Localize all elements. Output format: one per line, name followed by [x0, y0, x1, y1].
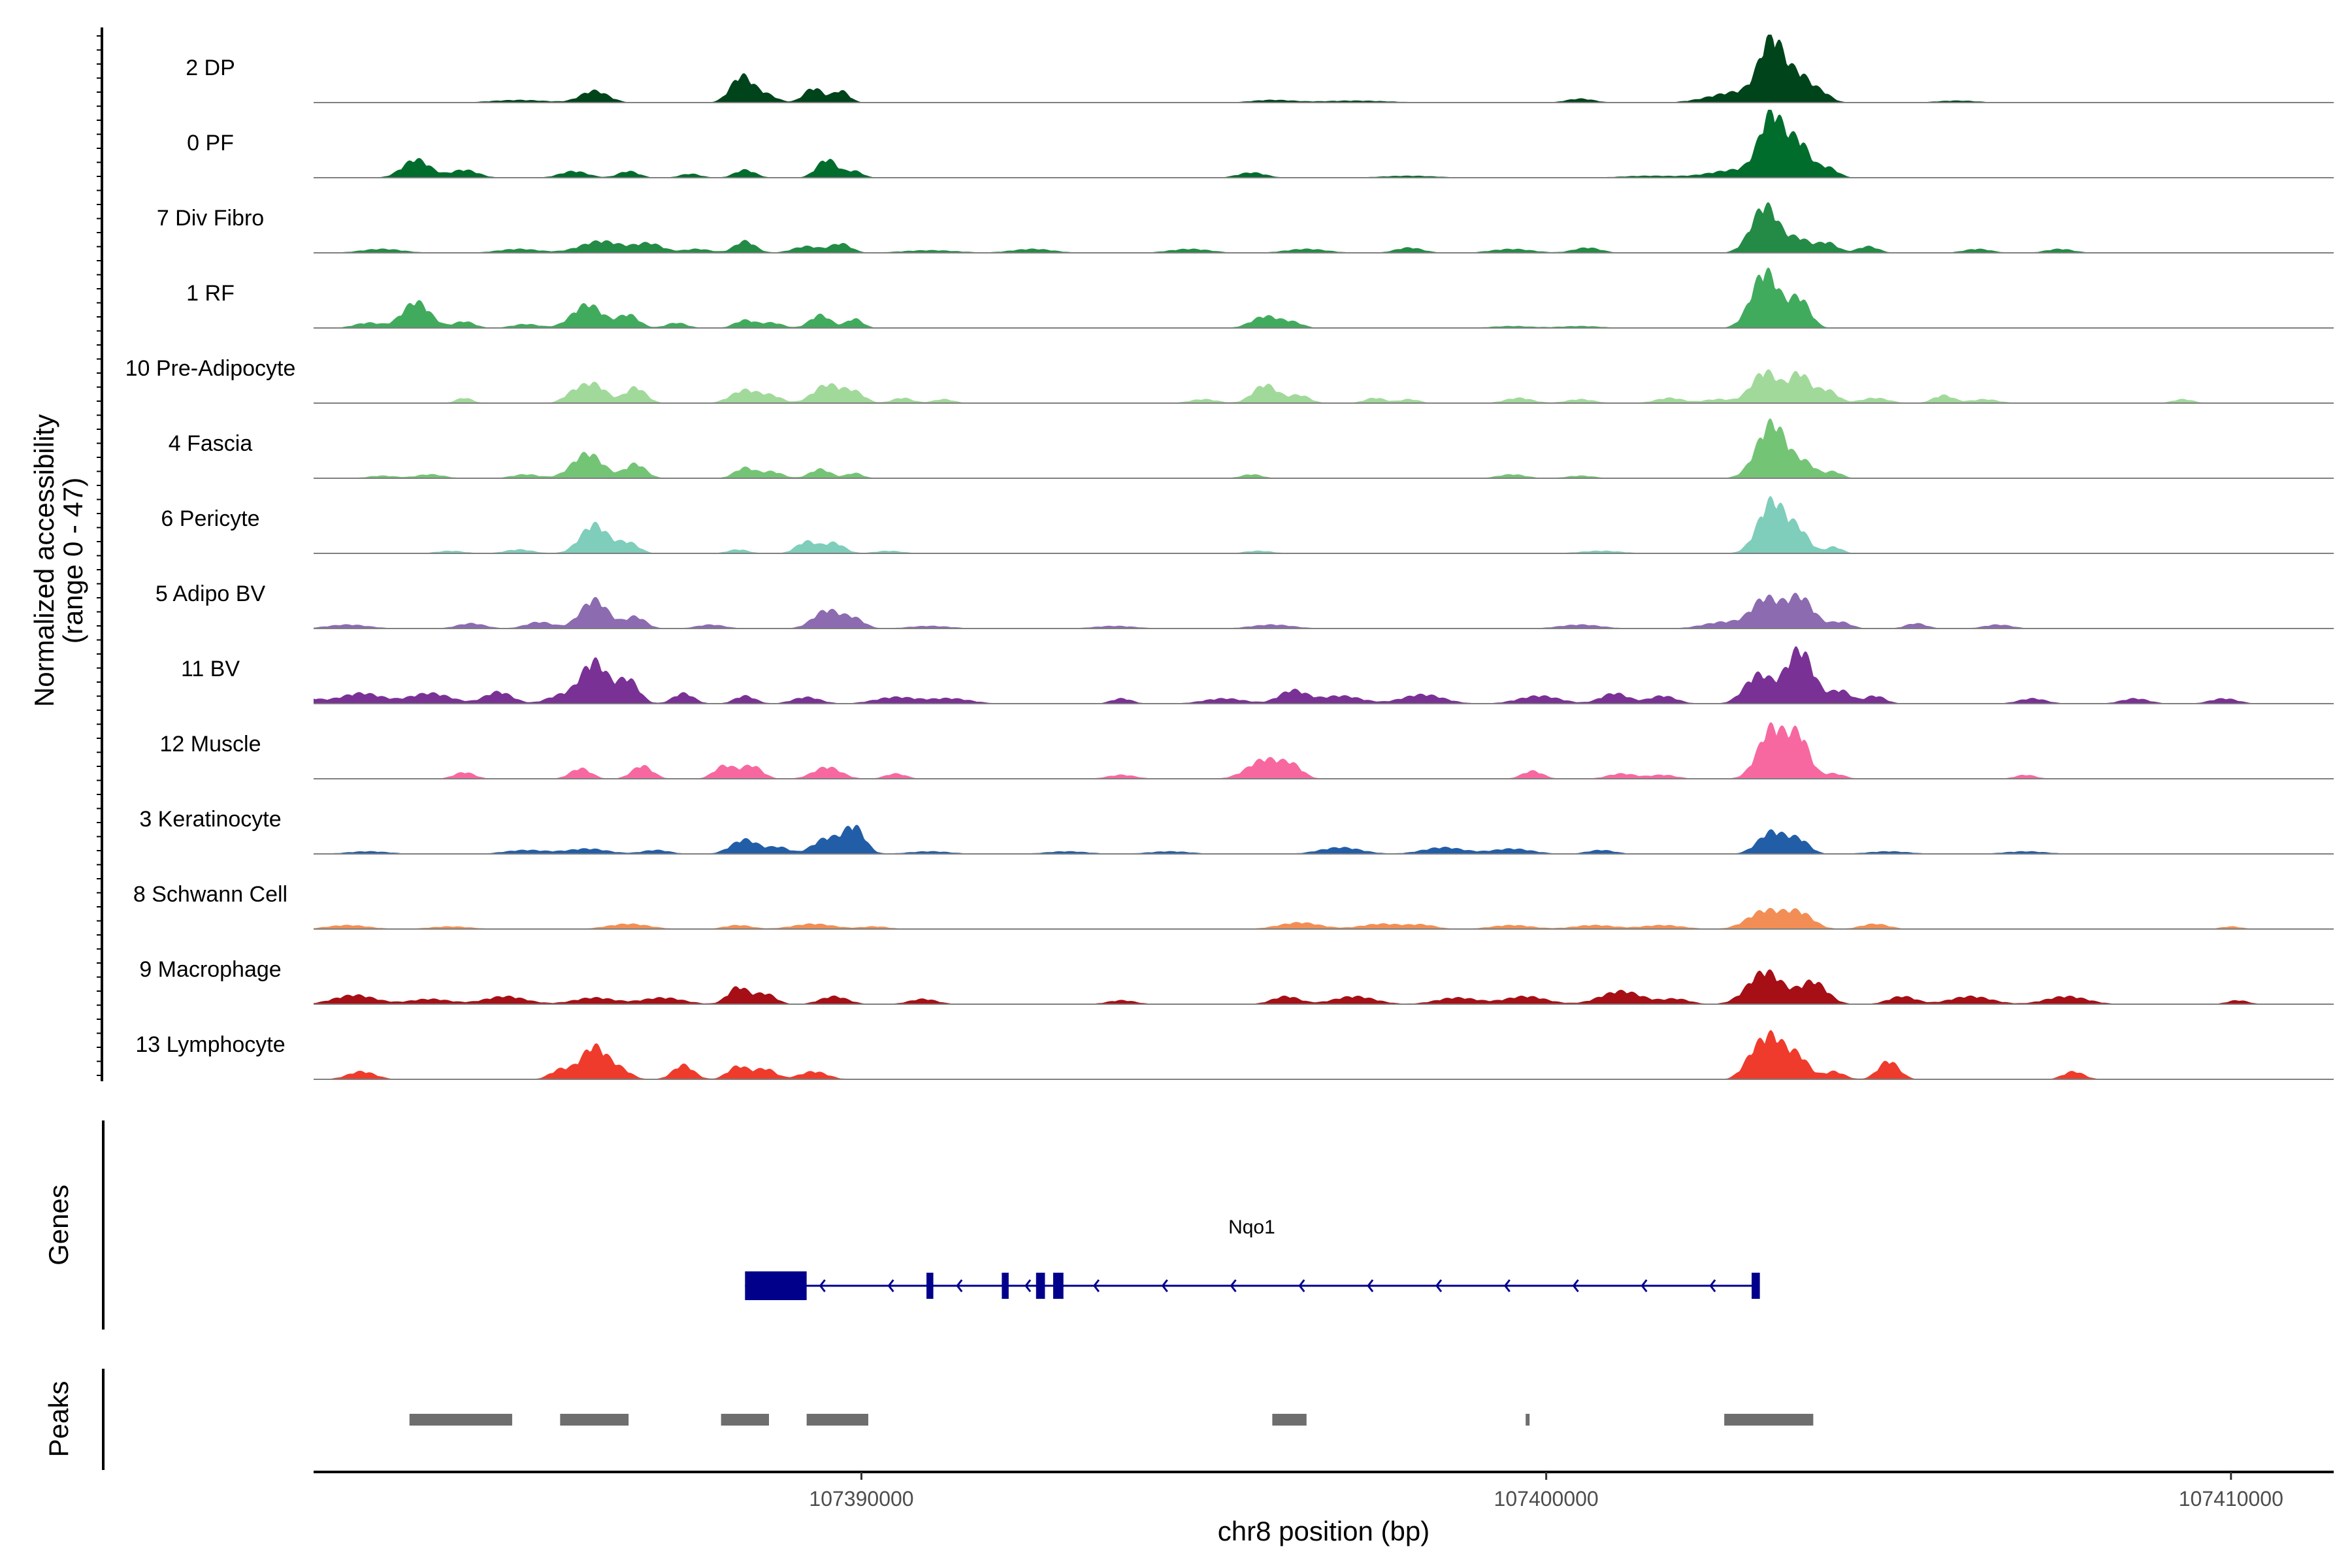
coverage-area: [314, 369, 2334, 403]
strand-arrow: [956, 1279, 963, 1292]
track-2-dp: 2 DP: [186, 35, 2334, 103]
strand-arrow: [1161, 1279, 1168, 1292]
track-label: 13 Lymphocyte: [135, 1032, 285, 1057]
x-tick-label: 107410000: [2179, 1487, 2283, 1511]
coverage-area: [314, 1030, 2334, 1079]
peak-region: [1724, 1414, 1814, 1426]
track-3-keratinocyte: 3 Keratinocyte: [139, 807, 2334, 855]
track-label: 8 Schwann Cell: [133, 882, 287, 907]
track-label: 10 Pre-Adipocyte: [125, 356, 296, 381]
coverage-area: [314, 825, 2334, 854]
track-11-bv: 11 BV: [181, 646, 2334, 704]
strand-arrow: [1298, 1279, 1305, 1292]
strand-arrow: [1367, 1279, 1374, 1292]
y-axis-ticks: [97, 35, 102, 1076]
x-tick-label: 107390000: [809, 1487, 913, 1511]
strand-arrow: [1024, 1279, 1032, 1292]
track-label: 11 BV: [181, 657, 240, 681]
x-tick-label: 107400000: [1494, 1487, 1599, 1511]
genes-panel: Genes Nqo1: [43, 1120, 1760, 1330]
strand-arrow: [819, 1279, 826, 1292]
track-6-pericyte: 6 Pericyte: [161, 496, 2334, 554]
x-axis: 107390000 107400000 107410000 chr8 positio…: [314, 1471, 2334, 1546]
track-9-macrophage: 9 Macrophage: [139, 957, 2334, 1005]
coverage-tracks: 2 DP 0 PF 7 Div Fibro 1 RF 10 Pre-Adipocyte 4…: [125, 35, 2334, 1080]
track-10-pre-adipocyte: 10 Pre-Adipocyte: [125, 356, 2334, 404]
exon: [1036, 1273, 1045, 1299]
track-label: 12 Muscle: [160, 732, 261, 757]
y-axis: Normalized accessibility (range 0 - 47): [29, 27, 103, 1081]
track-label: 6 Pericyte: [161, 506, 259, 531]
gene-nqo1: Nqo1: [745, 1217, 1760, 1300]
track-label: 4 Fascia: [169, 431, 253, 456]
coverage-area: [314, 722, 2334, 779]
track-4-fascia: 4 Fascia: [169, 418, 2334, 479]
track-8-schwann-cell: 8 Schwann Cell: [133, 882, 2334, 930]
strand-arrow: [1230, 1279, 1237, 1292]
coverage-area: [314, 593, 2334, 629]
coverage-area: [314, 202, 2334, 253]
track-0-pf: 0 PF: [187, 110, 2334, 178]
strand-arrow: [1709, 1279, 1716, 1292]
gene-label: Nqo1: [1228, 1217, 1275, 1238]
track-label: 3 Keratinocyte: [139, 807, 281, 832]
gene-models: Nqo1: [745, 1217, 1760, 1300]
track-1-rf: 1 RF: [186, 267, 2334, 329]
x-axis-title: chr8 position (bp): [1218, 1516, 1430, 1546]
strand-arrow: [1092, 1279, 1100, 1292]
track-label: 5 Adipo BV: [155, 581, 266, 606]
strand-arrow: [1435, 1279, 1443, 1292]
y-axis-title: Normalized accessibility: [29, 414, 59, 707]
exon: [745, 1271, 807, 1300]
peak-regions: [409, 1414, 1814, 1426]
track-7-div-fibro: 7 Div Fibro: [157, 202, 2334, 253]
y-axis-range: (range 0 - 47): [57, 478, 88, 644]
track-label: 9 Macrophage: [139, 957, 281, 982]
peak-region: [806, 1414, 868, 1426]
x-axis-ticks: 107390000 107400000 107410000: [809, 1472, 2283, 1511]
peak-region: [721, 1414, 770, 1426]
coverage-area: [314, 646, 2334, 704]
peaks-panel: Peaks: [43, 1369, 1814, 1470]
exon: [1053, 1273, 1064, 1299]
track-12-muscle: 12 Muscle: [160, 722, 2334, 779]
track-label: 0 PF: [187, 131, 234, 155]
track-5-adipo-bv: 5 Adipo BV: [155, 581, 2334, 629]
strand-arrow: [1641, 1279, 1648, 1292]
peaks-panel-title: Peaks: [43, 1381, 74, 1458]
peak-region: [1272, 1414, 1307, 1426]
coverage-area: [314, 267, 2334, 328]
track-label: 2 DP: [186, 56, 235, 80]
strand-arrow: [1503, 1279, 1511, 1292]
peak-region: [409, 1414, 512, 1426]
strand-arrow: [1572, 1279, 1579, 1292]
coverage-area: [314, 969, 2334, 1004]
exon: [1002, 1273, 1009, 1299]
coverage-area: [314, 418, 2334, 478]
strand-arrow: [887, 1279, 894, 1292]
genes-panel-title: Genes: [43, 1184, 74, 1266]
track-label: 1 RF: [186, 281, 235, 306]
track-label: 7 Div Fibro: [157, 206, 264, 231]
exon: [926, 1273, 934, 1299]
coverage-area: [314, 110, 2334, 178]
peak-region: [1526, 1414, 1530, 1426]
peak-region: [560, 1414, 629, 1426]
track-13-lymphocyte: 13 Lymphocyte: [135, 1030, 2334, 1080]
coverage-area: [314, 907, 2334, 929]
coverage-area: [314, 35, 2334, 103]
exon: [1752, 1273, 1760, 1299]
coverage-area: [314, 496, 2334, 553]
